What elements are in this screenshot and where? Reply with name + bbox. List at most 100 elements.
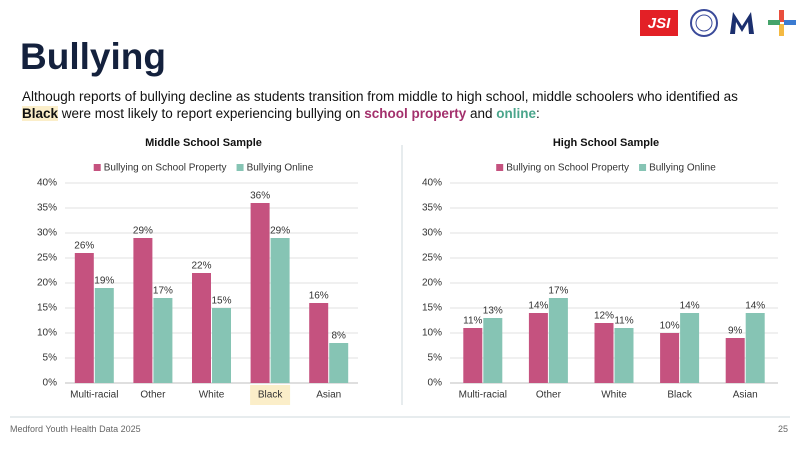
- y-tick-label: 15%: [37, 303, 57, 314]
- y-tick-label: 40%: [422, 178, 442, 189]
- chart-title: Middle School Sample: [145, 137, 262, 149]
- bar: [309, 303, 329, 383]
- bar: [94, 288, 114, 383]
- legend-swatch: [639, 164, 647, 171]
- x-tick-label: White: [601, 390, 627, 401]
- footer-source: Medford Youth Health Data 2025: [10, 424, 141, 434]
- star-petal: [784, 20, 796, 25]
- y-tick-label: 25%: [422, 253, 442, 264]
- seal-logo: [690, 9, 718, 37]
- bar: [594, 323, 614, 383]
- bar: [74, 253, 94, 383]
- data-label: 26%: [74, 241, 94, 252]
- subtitle-text: Although reports of bullying decline as …: [22, 89, 738, 104]
- slide-title: Bullying: [20, 36, 166, 77]
- star-petal: [768, 20, 780, 25]
- x-tick-label: White: [199, 390, 225, 401]
- data-label: 17%: [548, 286, 568, 297]
- y-tick-label: 30%: [37, 228, 57, 239]
- data-label: 10%: [660, 321, 680, 332]
- legend-label: Bullying Online: [247, 163, 314, 174]
- bar: [548, 298, 568, 383]
- data-label: 8%: [331, 331, 346, 342]
- legend-swatch: [236, 164, 244, 171]
- data-label: 22%: [191, 261, 211, 272]
- legend-swatch: [496, 164, 504, 171]
- legend-label: Bullying on School Property: [104, 163, 227, 174]
- data-label: 29%: [270, 226, 290, 237]
- jsi-logo: [640, 10, 678, 36]
- y-tick-label: 25%: [37, 253, 57, 264]
- legend-label: Bullying Online: [649, 163, 716, 174]
- bar: [528, 313, 548, 383]
- y-tick-label: 0%: [428, 378, 443, 389]
- x-tick-label: Black: [667, 390, 692, 401]
- legend: Bullying on School Property Bullying Onli…: [496, 163, 716, 174]
- bar: [133, 238, 153, 383]
- subtitle-emphasis: online: [496, 106, 536, 121]
- x-tick-label: Other: [140, 390, 166, 401]
- data-label: 12%: [594, 311, 614, 322]
- bar: [212, 308, 231, 383]
- y-tick-label: 5%: [43, 353, 58, 364]
- x-tick-label: Asian: [316, 390, 341, 401]
- data-label: 11%: [614, 316, 633, 327]
- x-tick-label: Asian: [733, 390, 758, 401]
- bar: [250, 203, 270, 383]
- data-label: 14%: [528, 301, 548, 312]
- subtitle-text: and: [466, 106, 497, 121]
- bar: [463, 328, 483, 383]
- chart-title: High School Sample: [553, 137, 659, 149]
- seal-logo-inner: [695, 14, 713, 32]
- subtitle-highlight: Black: [22, 106, 59, 121]
- subtitle: Although reports of bullying decline as …: [22, 88, 762, 122]
- y-tick-label: 10%: [37, 328, 57, 339]
- star-petal: [779, 10, 784, 22]
- y-tick-label: 35%: [422, 203, 442, 214]
- m-logo: [730, 12, 754, 34]
- data-label: 11%: [463, 316, 482, 327]
- data-label: 14%: [745, 301, 765, 312]
- data-label: 14%: [680, 301, 700, 312]
- x-tick-label: Other: [536, 390, 562, 401]
- y-tick-label: 40%: [37, 178, 57, 189]
- category-highlight: [250, 385, 291, 405]
- data-label: 36%: [250, 191, 270, 202]
- bar: [680, 313, 700, 383]
- x-tick-label: Multi-racial: [70, 390, 118, 401]
- y-tick-label: 0%: [43, 378, 58, 389]
- subtitle-text: :: [535, 106, 540, 121]
- subtitle-emphasis: school property: [364, 106, 467, 121]
- data-label: 29%: [133, 226, 153, 237]
- legend-label: Bullying on School Property: [506, 163, 629, 174]
- bar: [483, 318, 503, 383]
- bar: [153, 298, 173, 383]
- x-tick-label: Multi-racial: [459, 390, 507, 401]
- data-label: 9%: [728, 326, 743, 337]
- bar: [725, 338, 745, 383]
- data-label: 19%: [94, 276, 114, 287]
- y-tick-label: 20%: [37, 278, 57, 289]
- bar: [614, 328, 634, 383]
- bar: [660, 333, 680, 383]
- page-number: 25: [777, 424, 788, 434]
- y-tick-label: 30%: [422, 228, 442, 239]
- y-tick-label: 35%: [37, 203, 57, 214]
- bar: [329, 343, 349, 383]
- y-tick-label: 5%: [428, 353, 443, 364]
- data-label: 17%: [153, 286, 173, 297]
- y-tick-label: 15%: [422, 303, 442, 314]
- subtitle-text: were most likely to report experiencing …: [58, 106, 365, 121]
- bar: [192, 273, 211, 383]
- star-petal: [779, 24, 784, 36]
- data-label: 15%: [211, 296, 231, 307]
- x-tick-label: Black: [258, 390, 283, 401]
- star-logo: [768, 10, 796, 36]
- bar: [270, 238, 290, 383]
- y-tick-label: 20%: [422, 278, 442, 289]
- jsi-logo-text: JSI: [648, 15, 671, 32]
- data-label: 13%: [483, 306, 503, 317]
- bar: [745, 313, 765, 383]
